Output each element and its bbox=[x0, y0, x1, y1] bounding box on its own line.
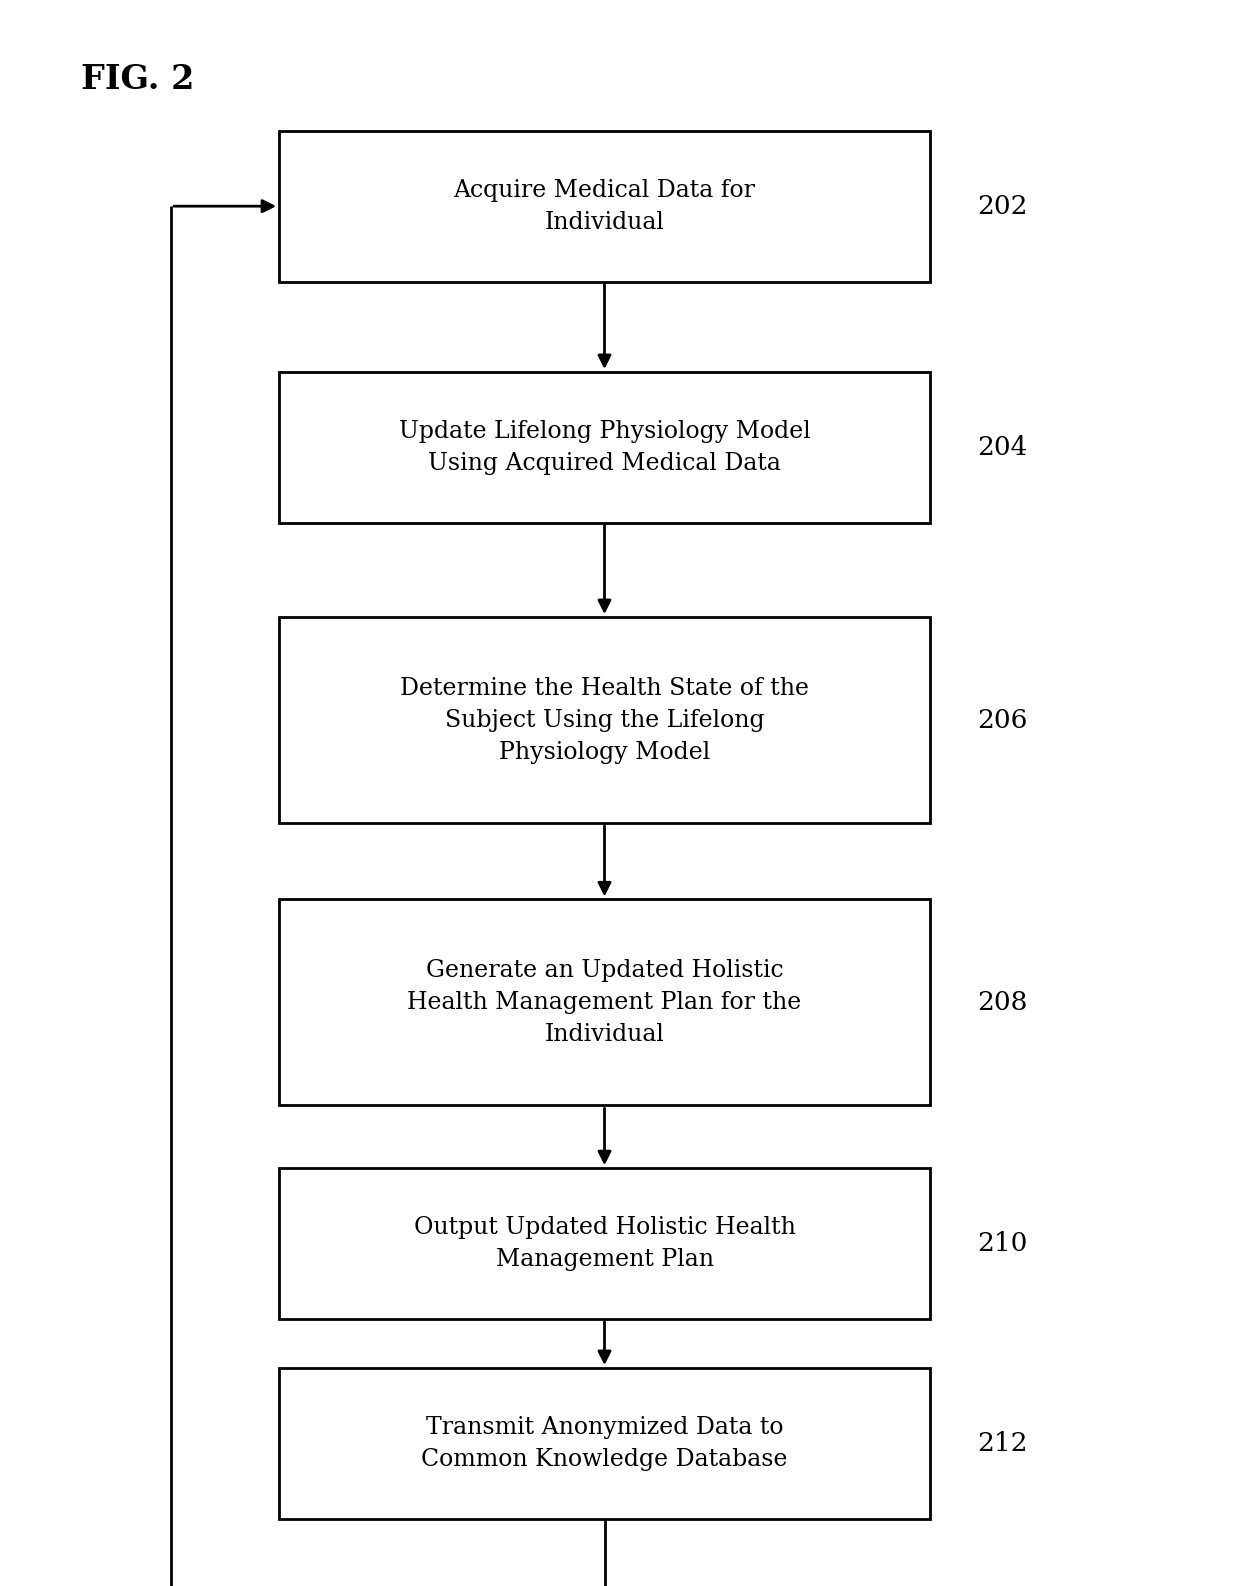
FancyBboxPatch shape bbox=[279, 132, 930, 281]
Text: Acquire Medical Data for
Individual: Acquire Medical Data for Individual bbox=[454, 179, 755, 233]
Text: 204: 204 bbox=[977, 435, 1028, 460]
Text: 212: 212 bbox=[977, 1431, 1028, 1456]
FancyBboxPatch shape bbox=[279, 373, 930, 523]
FancyBboxPatch shape bbox=[279, 1367, 930, 1519]
Text: 206: 206 bbox=[977, 707, 1028, 733]
Text: Output Updated Holistic Health
Management Plan: Output Updated Holistic Health Managemen… bbox=[414, 1216, 795, 1270]
FancyBboxPatch shape bbox=[279, 899, 930, 1105]
Text: Transmit Anonymized Data to
Common Knowledge Database: Transmit Anonymized Data to Common Knowl… bbox=[422, 1416, 787, 1470]
FancyBboxPatch shape bbox=[279, 1167, 930, 1320]
Text: Update Lifelong Physiology Model
Using Acquired Medical Data: Update Lifelong Physiology Model Using A… bbox=[398, 420, 811, 474]
FancyBboxPatch shape bbox=[279, 617, 930, 823]
Text: 208: 208 bbox=[977, 990, 1028, 1015]
Text: 202: 202 bbox=[977, 193, 1028, 219]
Text: 210: 210 bbox=[977, 1231, 1028, 1256]
Text: FIG. 2: FIG. 2 bbox=[81, 63, 193, 97]
Text: Generate an Updated Holistic
Health Management Plan for the
Individual: Generate an Updated Holistic Health Mana… bbox=[408, 960, 801, 1045]
Text: Determine the Health State of the
Subject Using the Lifelong
Physiology Model: Determine the Health State of the Subjec… bbox=[401, 677, 808, 763]
